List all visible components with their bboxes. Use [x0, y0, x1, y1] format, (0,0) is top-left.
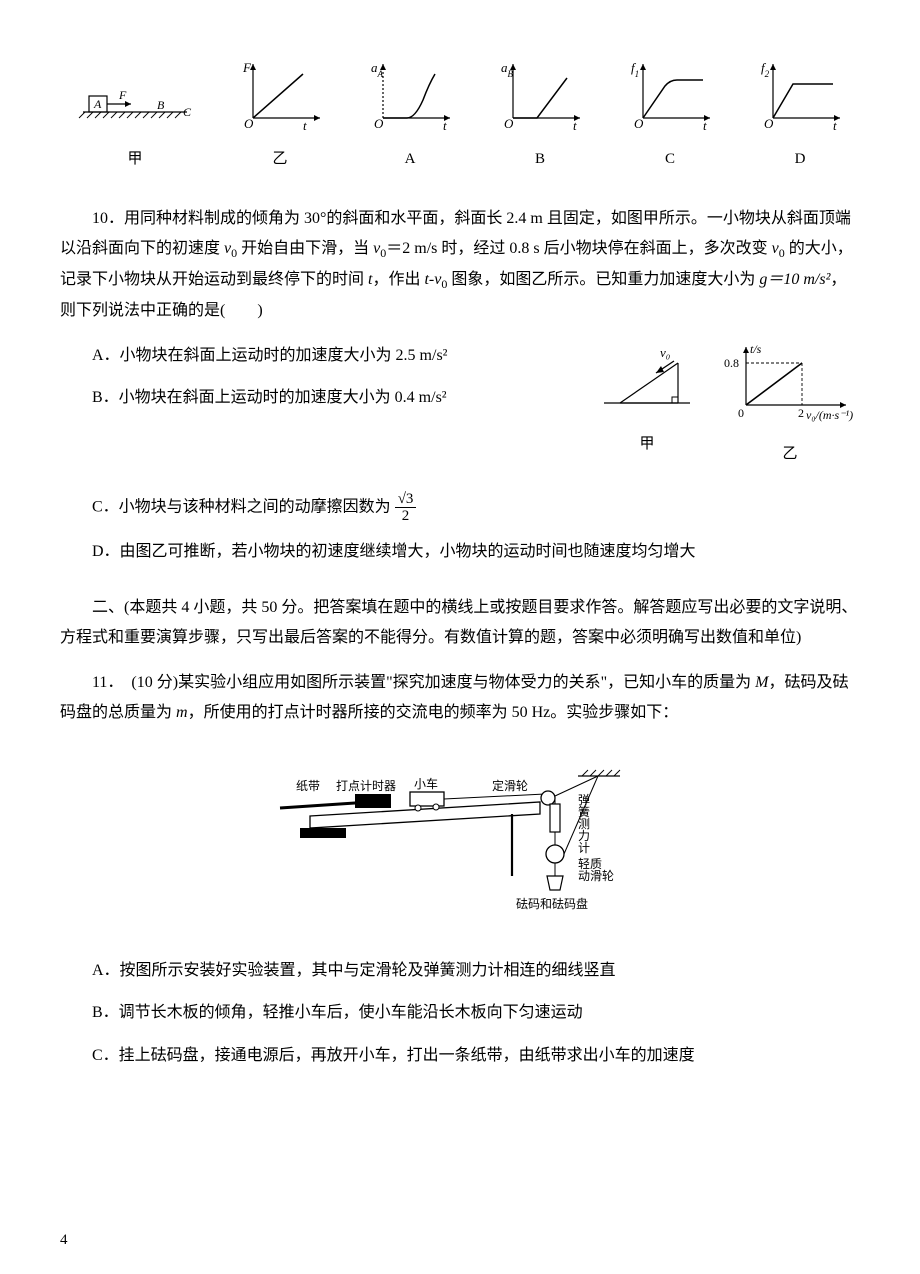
svg-text:f1: f1: [631, 60, 639, 79]
svg-text:定滑轮: 定滑轮: [492, 778, 528, 793]
svg-text:t: t: [703, 118, 707, 130]
svg-text:打点计时器: 打点计时器: [336, 779, 396, 793]
q9-figure-row: A F B C 甲 F O t 乙: [60, 60, 860, 174]
svg-text:f2: f2: [761, 60, 770, 79]
svg-text:t: t: [303, 118, 307, 130]
svg-text:O: O: [374, 116, 384, 130]
fig-C-svg: f1 O t: [625, 60, 715, 130]
fig-C-label: C: [625, 145, 715, 174]
svg-text:0: 0: [738, 406, 744, 420]
apparatus-svg: 纸带 打点计时器 小车 定滑轮 弹簧测力计 轻质动滑轮 砝码和砝码盘: [260, 756, 660, 916]
svg-text:F: F: [242, 60, 252, 75]
q11-optA: A．按图所示安装好实验装置，其中与定滑轮及弹簧测力计相连的细线竖直: [92, 956, 860, 986]
fig-jia-label: 甲: [75, 145, 195, 174]
fig-jia: A F B C 甲: [75, 68, 195, 174]
fig-C: f1 O t C: [625, 60, 715, 174]
q11-apparatus: 纸带 打点计时器 小车 定滑轮 弹簧测力计 轻质动滑轮 砝码和砝码盘: [60, 756, 860, 927]
svg-text:O: O: [504, 116, 514, 130]
svg-text:t: t: [443, 118, 447, 130]
svg-text:t/s: t/s: [750, 342, 762, 356]
section2-header: 二、(本题共 4 小题，共 50 分。把答案填在题中的横线上或按题目要求作答。解…: [60, 593, 860, 654]
svg-text:砝码和砝码盘: 砝码和砝码盘: [516, 896, 588, 911]
q10-figures: v₀ 甲 0.8 2 0 t/s v₀/(m·s⁻¹) 乙: [592, 341, 860, 469]
svg-text:2: 2: [798, 406, 804, 420]
q10-fig-jia: v₀ 甲: [592, 341, 702, 469]
svg-text:弹簧测力计: 弹簧测力计: [578, 793, 590, 855]
q11-optB: B．调节长木板的倾角，轻推小车后，使小车能沿长木板向下匀速运动: [92, 998, 860, 1028]
q10-stem: 10．用同种材料制成的倾角为 30°的斜面和水平面，斜面长 2.4 m 且固定，…: [60, 204, 860, 327]
fig-D-svg: f2 O t: [755, 60, 845, 130]
q11-optC: C．挂上砝码盘，接通电源后，再放开小车，打出一条纸带，由纸带求出小车的加速度: [92, 1041, 860, 1071]
svg-text:纸带: 纸带: [296, 779, 320, 793]
svg-text:O: O: [634, 116, 644, 130]
svg-text:0.8: 0.8: [724, 356, 739, 370]
fig-yi: F O t 乙: [235, 60, 325, 174]
fig-A-label: A: [365, 145, 455, 174]
q11-stem: 11． (10 分)某实验小组应用如图所示装置"探究加速度与物体受力的关系"，已…: [60, 668, 860, 729]
q10-fig-yi: 0.8 2 0 t/s v₀/(m·s⁻¹) 乙: [720, 341, 860, 469]
fig-D-label: D: [755, 145, 845, 174]
fig-B-label: B: [495, 145, 585, 174]
svg-text:轻质动滑轮: 轻质动滑轮: [578, 857, 614, 883]
svg-text:O: O: [764, 116, 774, 130]
fig-jia-svg: A F B C: [75, 68, 195, 130]
fig-yi-svg: F O t: [235, 60, 325, 130]
svg-text:B: B: [157, 98, 165, 112]
svg-text:O: O: [244, 116, 254, 130]
svg-text:v₀: v₀: [660, 345, 670, 360]
svg-text:aB: aB: [501, 60, 514, 79]
svg-text:aA: aA: [371, 60, 384, 79]
svg-text:t: t: [833, 118, 837, 130]
svg-text:C: C: [183, 105, 192, 119]
fig-D: f2 O t D: [755, 60, 845, 174]
svg-text:t: t: [573, 118, 577, 130]
svg-text:A: A: [93, 97, 102, 111]
svg-text:v₀/(m·s⁻¹): v₀/(m·s⁻¹): [806, 408, 853, 422]
fig-B-svg: aB O t: [495, 60, 585, 130]
q10-optD: D．由图乙可推断，若小物块的初速度继续增大，小物块的运动时间也随速度均匀增大: [92, 537, 860, 567]
svg-text:小车: 小车: [414, 776, 438, 791]
fig-A: aA O t A: [365, 60, 455, 174]
q10-optC: C．小物块与该种材料之间的动摩擦因数为 √32: [92, 491, 860, 525]
fig-B: aB O t B: [495, 60, 585, 174]
fig-yi-label: 乙: [235, 145, 325, 174]
page-number: 4: [60, 1226, 68, 1255]
svg-text:F: F: [118, 88, 127, 102]
fig-A-svg: aA O t: [365, 60, 455, 130]
